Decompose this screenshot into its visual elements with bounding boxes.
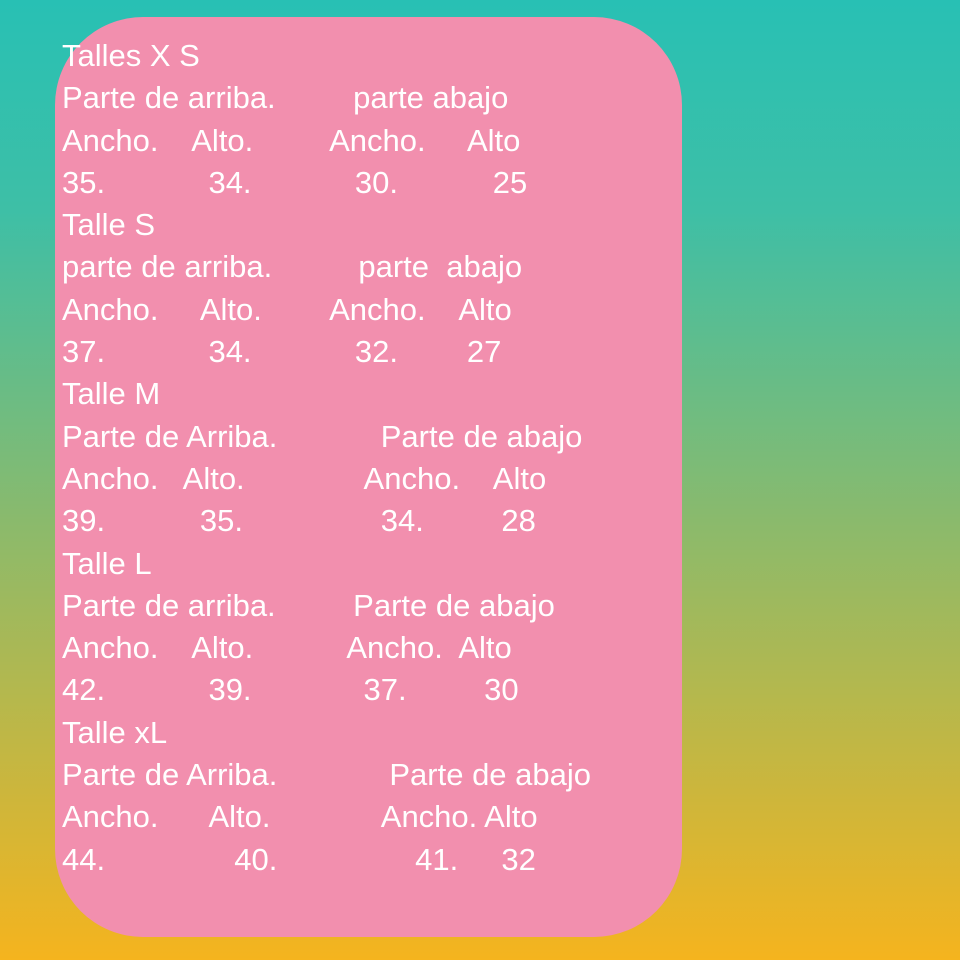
parts-header: Parte de arriba. parte abajo [62, 80, 509, 116]
size-section-l: Talle L Parte de arriba. Parte de abajo … [62, 543, 682, 712]
parts-header: Parte de arriba. Parte de abajo [62, 587, 555, 623]
columns-header: Ancho. Alto. Ancho. Alto [62, 291, 512, 327]
size-title: Talles X S [62, 38, 200, 73]
values-row: 44. 40. 41. 32 [62, 841, 536, 877]
values-row: 39. 35. 34. 28 [62, 503, 536, 539]
parts-header: Parte de Arriba. Parte de abajo [62, 418, 583, 454]
columns-header: Ancho. Alto. Ancho. Alto [62, 122, 521, 158]
size-section-xs: Talles X S Parte de arriba. parte abajo … [62, 35, 682, 204]
columns-header: Ancho. Alto. Ancho. Alto [62, 799, 538, 835]
size-section-xl: Talle xL Parte de Arriba. Parte de abajo… [62, 712, 682, 881]
size-title: Talle M [62, 376, 161, 412]
size-chart-card: Talles X S Parte de arriba. parte abajo … [55, 17, 682, 937]
values-row: 37. 34. 32. 27 [62, 334, 502, 370]
size-title: Talle S [62, 207, 156, 243]
values-row: 42. 39. 37. 30 [62, 672, 519, 708]
parts-header: Parte de Arriba. Parte de abajo [62, 757, 592, 793]
size-section-m: Talle M Parte de Arriba. Parte de abajo … [62, 373, 682, 542]
columns-header: Ancho. Alto. Ancho. Alto [62, 630, 512, 666]
values-row: 35. 34. 30. 25 [62, 164, 528, 200]
size-title: Talle xL [62, 714, 168, 750]
size-title: Talle L [62, 545, 152, 581]
columns-header: Ancho. Alto. Ancho. Alto [62, 460, 547, 496]
size-section-s: Talle S parte de arriba. parte abajo Anc… [62, 204, 682, 373]
parts-header: parte de arriba. parte abajo [62, 249, 523, 285]
